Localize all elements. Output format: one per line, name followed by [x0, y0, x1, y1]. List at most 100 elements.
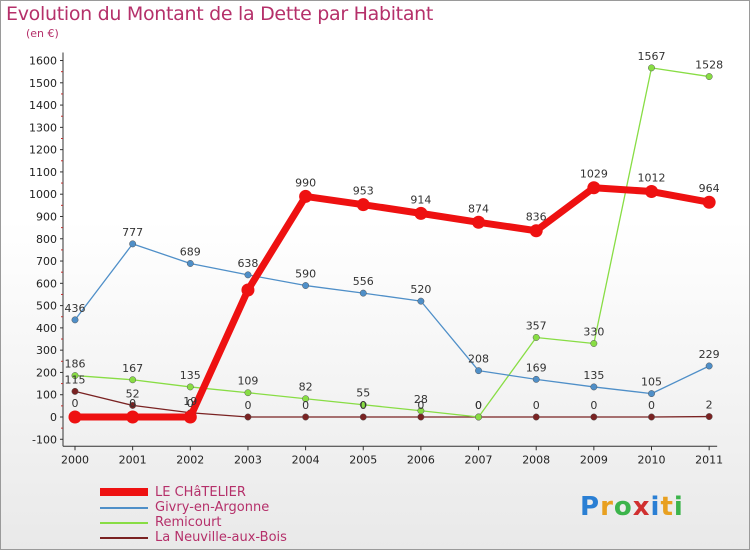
- legend-swatch: [100, 537, 148, 539]
- data-point: [129, 401, 137, 409]
- series-line: [75, 184, 710, 421]
- data-point: [244, 271, 252, 279]
- y-tick-label: 600: [36, 277, 57, 290]
- data-label: 0: [417, 399, 424, 412]
- data-label: 0: [648, 399, 655, 412]
- data-label: 115: [65, 373, 86, 386]
- y-tick-label: 200: [36, 366, 57, 379]
- data-label: 0: [533, 399, 540, 412]
- data-label: 0: [129, 397, 136, 410]
- data-label: 0: [187, 397, 194, 410]
- data-point: [475, 367, 482, 375]
- x-tick-label: 2002: [176, 453, 204, 466]
- data-point: [186, 260, 194, 267]
- data-point: [68, 410, 82, 424]
- data-label: 208: [468, 353, 489, 366]
- data-point: [417, 413, 425, 421]
- y-tick-label: 700: [36, 255, 57, 268]
- x-tick-label: 2008: [522, 453, 550, 466]
- y-tick-label: 800: [36, 233, 57, 246]
- x-tick-label: 2007: [465, 453, 493, 466]
- data-point: [472, 215, 486, 229]
- proxiti-logo: Proxiti: [580, 492, 684, 522]
- data-label: 556: [353, 275, 374, 288]
- data-label: 167: [122, 362, 143, 375]
- data-label: 1012: [638, 172, 666, 185]
- y-tick-label: 1300: [29, 121, 57, 134]
- data-label: 0: [302, 399, 309, 412]
- data-point: [71, 387, 79, 395]
- data-point: [648, 413, 655, 421]
- data-point: [241, 283, 255, 297]
- y-tick-label: 300: [36, 344, 57, 357]
- data-label: 777: [122, 226, 143, 239]
- data-point: [244, 389, 252, 397]
- data-label: 638: [237, 257, 258, 270]
- data-point: [532, 375, 540, 383]
- data-label: 28: [414, 393, 428, 406]
- data-point: [532, 334, 540, 341]
- legend-label: Givry-en-Argonne: [155, 500, 270, 515]
- data-point: [587, 181, 601, 195]
- data-label: 229: [699, 348, 720, 361]
- data-label: 82: [299, 381, 313, 394]
- legend-label: LE CHâTELIER: [155, 485, 246, 500]
- data-point: [705, 413, 713, 421]
- chart-title: Evolution du Montant de la Dette par Hab…: [6, 3, 434, 25]
- data-label: 0: [475, 399, 482, 412]
- data-label: 590: [295, 268, 316, 281]
- data-point: [302, 413, 310, 421]
- legend-item: LE CHâTELIER: [100, 485, 360, 500]
- data-point: [590, 413, 598, 421]
- x-tick-label: 2003: [234, 453, 262, 466]
- data-point: [302, 282, 310, 289]
- data-label: 52: [126, 387, 140, 400]
- axes: [62, 52, 718, 447]
- data-point: [702, 195, 716, 209]
- x-tick-label: 2009: [580, 453, 608, 466]
- data-point: [356, 198, 370, 212]
- data-point: [359, 413, 367, 421]
- y-tick-label: 500: [36, 300, 57, 313]
- x-tick-label: 2001: [119, 453, 147, 466]
- data-label: 520: [410, 283, 431, 296]
- data-label: 1029: [580, 168, 608, 181]
- series-line: [74, 390, 710, 418]
- legend-label: La Neuville-aux-Bois: [155, 530, 287, 545]
- y-tick-label: -100: [32, 433, 57, 446]
- data-point: [648, 390, 655, 398]
- data-label: 436: [65, 302, 86, 315]
- y-tick-label: 1100: [29, 166, 57, 179]
- data-label: 874: [468, 202, 489, 215]
- data-label: 0: [72, 397, 79, 410]
- data-point: [475, 413, 482, 421]
- data-label: 953: [353, 185, 374, 198]
- legend-swatch: [100, 488, 148, 496]
- y-tick-label: 1400: [29, 99, 57, 112]
- data-point: [705, 362, 713, 370]
- data-point: [705, 73, 713, 81]
- legend: LE CHâTELIER Givry-en-Argonne Remicourt …: [100, 485, 360, 545]
- x-tick-label: 2010: [638, 453, 666, 466]
- x-tick-label: 2006: [407, 453, 435, 466]
- y-tick-label: 1600: [29, 55, 57, 68]
- series-line: [74, 67, 710, 418]
- data-label: 1567: [638, 50, 666, 63]
- chart-unit-label: (en €): [26, 27, 59, 40]
- data-point: [417, 407, 425, 415]
- data-point: [129, 240, 137, 248]
- data-point: [359, 289, 367, 297]
- data-label: 0: [475, 399, 482, 412]
- y-tick-label: 1000: [29, 188, 57, 201]
- data-point: [529, 224, 543, 238]
- data-point: [129, 376, 137, 384]
- data-label: 1528: [695, 59, 723, 72]
- data-label: 990: [295, 176, 316, 189]
- data-label: 357: [526, 319, 547, 332]
- x-axis-ticks: 2000 2001 2002 2003 2004 2005 2006 2007 2008 2009…: [61, 446, 723, 466]
- data-label: 135: [180, 369, 201, 382]
- data-point: [183, 410, 197, 424]
- data-label: 109: [237, 375, 258, 388]
